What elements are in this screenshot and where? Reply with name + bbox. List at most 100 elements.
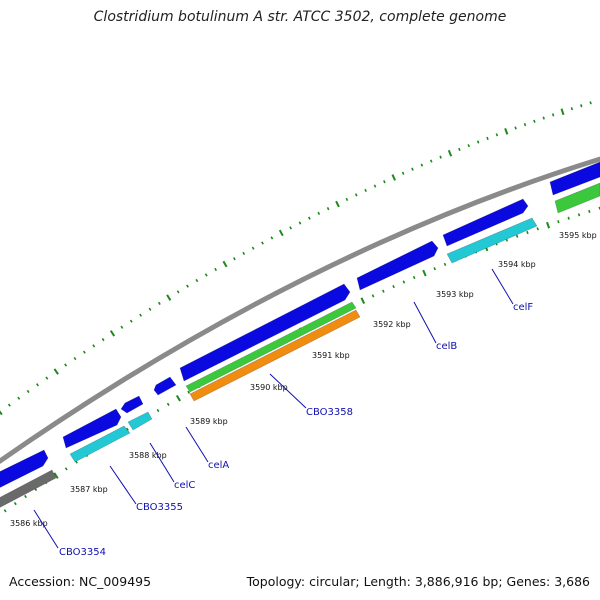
gene-label-celc[interactable]: celC (174, 480, 195, 491)
tick-minor (551, 113, 555, 117)
tick-minor (486, 136, 489, 140)
scale-labels: 3586 kbp 3587 kbp 3588 kbp 3589 kbp 3590… (10, 231, 597, 528)
tick-major (222, 260, 228, 268)
tick-minor (176, 290, 180, 294)
gene-arrow-celc (120, 395, 144, 414)
tick-minor (13, 501, 17, 506)
tick-minor (101, 337, 105, 342)
tick-minor (232, 257, 236, 261)
gene-label-cela[interactable]: celA (208, 460, 229, 471)
tick-minor (364, 188, 367, 193)
tick-minor (373, 184, 377, 188)
tick-minor (382, 289, 385, 293)
tick-minor (156, 408, 160, 413)
tick-minor (443, 262, 447, 267)
tick-minor (354, 193, 358, 197)
scale-label: 3593 kbp (436, 290, 474, 299)
tick-major (360, 297, 366, 305)
tick-minor (588, 209, 591, 214)
outer-tick-marks (0, 101, 592, 416)
tick-major (0, 410, 3, 416)
tick-minor (120, 325, 124, 329)
gene-arrow-cbo3361 (549, 161, 600, 196)
gene-bar-orange-3590 (189, 309, 361, 402)
tick-minor (242, 251, 246, 256)
gene-bar-cyan-3594 (446, 217, 538, 264)
tick-major (278, 229, 284, 237)
tick-minor (24, 494, 27, 499)
gene-bar-cyan-3588 (127, 411, 153, 431)
gene-arrow-cela (153, 376, 177, 396)
tick-minor (467, 144, 471, 148)
tick-minor (73, 356, 77, 361)
tick-minor (433, 267, 437, 271)
connector-cela (185, 426, 209, 463)
tick-minor (429, 159, 433, 163)
gene-label-celf[interactable]: celF (513, 302, 533, 313)
tick-minor (82, 350, 86, 354)
tick-minor (187, 390, 191, 394)
tick-minor (166, 402, 170, 406)
scale-label: 3586 kbp (10, 519, 48, 528)
tick-major (504, 127, 509, 135)
tick-minor (476, 140, 480, 144)
gene-label-cbo3358[interactable]: CBO3358 (306, 407, 353, 418)
gene-bar-green-3589 (185, 301, 357, 393)
tick-minor (64, 467, 68, 471)
tick-major (166, 294, 172, 301)
tick-minor (139, 313, 143, 317)
tick-major (391, 174, 396, 181)
tick-minor (580, 104, 583, 108)
connector-celc (149, 442, 175, 483)
tick-minor (439, 155, 442, 159)
tick-minor (214, 267, 218, 272)
gene-label-cbo3355[interactable]: CBO3355 (136, 502, 183, 513)
tick-minor (92, 344, 96, 348)
tick-minor (495, 133, 499, 137)
scale-label: 3595 kbp (559, 231, 597, 240)
tick-minor (411, 167, 414, 171)
connector-cbo3358 (269, 373, 307, 409)
tick-minor (3, 509, 7, 513)
scale-label: 3589 kbp (190, 417, 228, 426)
scale-label: 3587 kbp (70, 485, 108, 494)
tick-minor (412, 275, 416, 280)
gene-arrow-cbo3353 (0, 449, 49, 488)
tick-minor (26, 389, 30, 394)
scale-label: 3590 kbp (250, 383, 288, 392)
tick-minor (577, 213, 581, 217)
tick-minor (567, 216, 570, 220)
tick-minor (64, 363, 68, 367)
gene-label-connectors (33, 268, 514, 549)
inner-tick-marks (3, 206, 600, 513)
tick-major (53, 368, 59, 375)
tick-minor (157, 301, 161, 305)
gene-label-celb[interactable]: celB (436, 341, 457, 352)
tick-minor (148, 307, 152, 311)
gene-arrow-celb (356, 240, 439, 291)
tick-minor (345, 197, 349, 202)
tick-major (335, 200, 340, 208)
connector-cbo3355 (109, 465, 137, 505)
tick-minor (420, 163, 424, 167)
tick-major (560, 108, 565, 116)
connector-cbo3354 (33, 509, 59, 549)
tick-minor (514, 126, 517, 130)
tick-minor (251, 246, 255, 250)
scale-label: 3591 kbp (312, 351, 350, 360)
tick-minor (523, 122, 527, 127)
scale-label: 3592 kbp (373, 320, 411, 329)
map-title: Clostridium botulinum A str. ATCC 3502, … (93, 9, 507, 25)
tick-minor (557, 220, 560, 224)
tick-minor (383, 180, 386, 184)
tick-minor (536, 227, 539, 231)
tick-minor (402, 280, 406, 284)
tick-minor (533, 119, 536, 123)
tick-minor (298, 221, 302, 225)
tick-minor (515, 234, 519, 238)
tick-minor (542, 116, 545, 120)
tick-minor (589, 101, 592, 105)
tick-minor (458, 147, 461, 152)
tick-minor (125, 427, 129, 431)
gene-label-cbo3354[interactable]: CBO3354 (59, 547, 106, 558)
